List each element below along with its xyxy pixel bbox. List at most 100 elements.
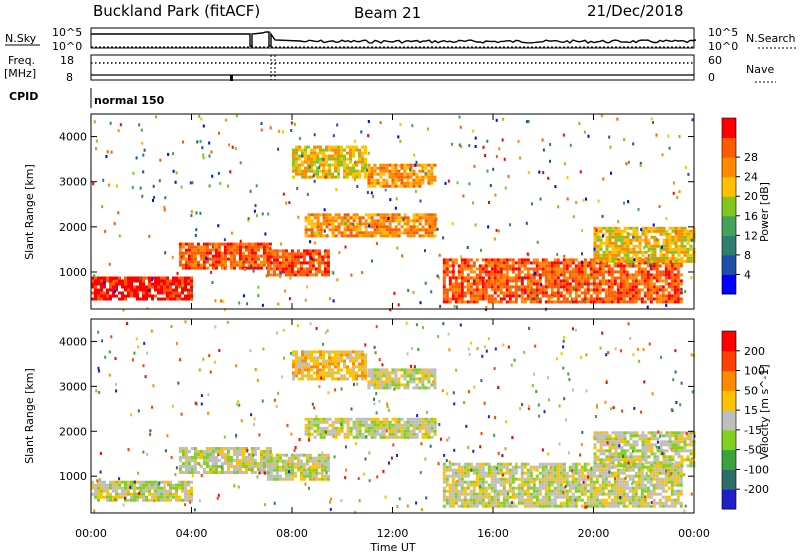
data-cell (386, 436, 389, 439)
data-cell (551, 481, 554, 484)
data-cell (347, 219, 350, 222)
data-cell (224, 252, 227, 255)
data-cell (449, 288, 452, 291)
data-cell (476, 300, 479, 303)
data-cell (130, 277, 133, 280)
data-cell (313, 152, 316, 155)
data-cell (660, 251, 663, 254)
data-cell (338, 228, 341, 231)
data-cell (370, 377, 373, 380)
data-cell (352, 362, 355, 365)
data-cell (368, 213, 371, 216)
data-cell (320, 213, 323, 216)
data-cell (419, 213, 422, 216)
data-cell (606, 251, 609, 254)
data-cell (285, 258, 288, 261)
data-cell (633, 227, 636, 230)
data-cell (473, 276, 476, 279)
data-cell (581, 505, 584, 508)
data-cell (449, 258, 452, 261)
data-cell (677, 288, 680, 291)
data-cell (656, 270, 659, 273)
data-cell (160, 283, 163, 286)
data-cell (395, 436, 398, 439)
data-cell (627, 254, 630, 257)
data-cell (497, 481, 500, 484)
data-cell (518, 499, 521, 502)
data-cell (310, 155, 313, 158)
data-cell (270, 463, 273, 466)
data-cell (350, 222, 353, 225)
data-cell (306, 475, 309, 478)
data-cell (557, 297, 560, 300)
data-cell (678, 251, 681, 254)
data-cell (569, 294, 572, 297)
data-cell (297, 261, 300, 264)
data-cell (526, 222, 528, 225)
data-cell (367, 191, 369, 194)
data-cell (459, 116, 461, 119)
data-cell (154, 496, 157, 499)
data-cell (332, 231, 335, 234)
data-cell (359, 231, 362, 234)
data-cell (387, 217, 389, 220)
data-cell (322, 356, 325, 359)
data-cell (476, 493, 479, 496)
data-cell (666, 257, 669, 260)
data-cell (406, 176, 409, 179)
data-cell (395, 418, 398, 421)
data-cell (551, 279, 554, 282)
data-cell (218, 255, 221, 258)
data-cell (371, 234, 374, 237)
data-cell (476, 478, 479, 481)
data-cell (160, 292, 163, 295)
data-cell (617, 291, 620, 294)
data-cell (413, 228, 416, 231)
data-cell (100, 289, 103, 292)
data-cell (418, 380, 421, 383)
data-cell (527, 484, 530, 487)
data-cell (314, 424, 317, 427)
data-cell (666, 248, 669, 251)
data-cell (621, 248, 624, 251)
data-cell (500, 288, 503, 291)
data-cell (431, 421, 434, 424)
data-cell (395, 424, 398, 427)
data-cell (337, 167, 340, 170)
data-cell (603, 254, 606, 257)
data-cell (412, 374, 415, 377)
data-cell (590, 294, 593, 297)
data-cell (527, 285, 530, 288)
data-cell (263, 261, 266, 264)
data-cell (482, 472, 485, 475)
data-cell (662, 297, 665, 300)
data-cell (398, 303, 400, 306)
data-cell (194, 471, 197, 474)
data-cell (350, 231, 353, 234)
data-cell (500, 493, 503, 496)
data-cell (400, 179, 403, 182)
data-cell (166, 481, 169, 484)
data-cell (494, 297, 497, 300)
data-cell (166, 493, 169, 496)
data-cell (327, 249, 330, 252)
data-cell (621, 245, 624, 248)
data-cell (371, 427, 374, 430)
data-cell (212, 267, 215, 270)
data-cell (106, 487, 109, 490)
data-cell (663, 230, 666, 233)
data-cell (551, 493, 554, 496)
data-cell (373, 173, 376, 176)
data-cell (554, 478, 557, 481)
data-cell (524, 258, 527, 261)
data-cell (318, 255, 321, 258)
data-cell (584, 131, 586, 134)
data-cell (127, 280, 130, 283)
data-cell (551, 267, 554, 270)
data-cell (324, 267, 327, 270)
data-cell (382, 380, 385, 383)
data-cell (371, 424, 374, 427)
data-cell (638, 208, 640, 211)
data-cell (512, 481, 515, 484)
data-cell (606, 260, 609, 263)
